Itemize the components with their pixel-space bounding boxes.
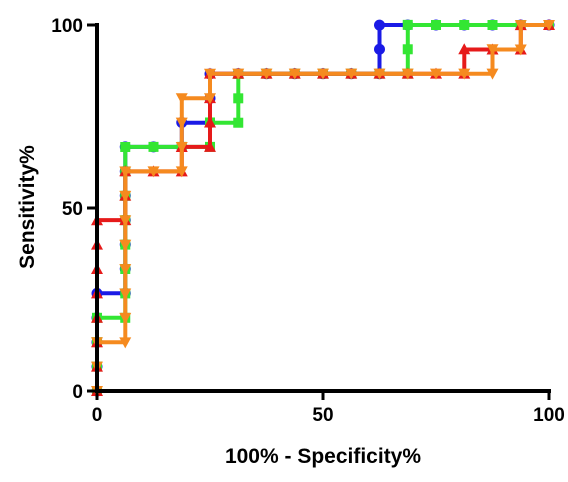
series-4-point (232, 68, 245, 80)
series-3-point (204, 140, 216, 152)
series-4 (91, 20, 555, 397)
series-4-point (119, 288, 132, 300)
x-tick-label: 50 (312, 405, 333, 426)
series-4-point (260, 68, 273, 80)
series-2-point (120, 142, 131, 152)
series-2-point (233, 117, 244, 128)
series-4-point (345, 68, 358, 80)
series-layer (91, 19, 555, 397)
series-4-point (204, 93, 216, 105)
series-4-point (119, 312, 132, 324)
series-1-line (95, 23, 549, 391)
series-3-point (458, 43, 471, 55)
x-axis-label: 100% - Specificity% (225, 445, 421, 468)
series-3-line (95, 23, 549, 391)
series-4-point (430, 68, 442, 80)
x-tick-label: 100 (533, 405, 565, 426)
series-1-point (374, 43, 385, 55)
series-4-point (175, 166, 188, 178)
y-tick-label: 50 (62, 199, 83, 220)
series-4-point (119, 215, 132, 227)
y-tick-label: 100 (51, 16, 83, 37)
series-4-point (543, 20, 555, 31)
series-2-point (459, 20, 470, 30)
series-4-point (147, 166, 160, 178)
series-2-point (402, 19, 413, 30)
x-tick-label: 0 (92, 405, 103, 426)
series-2-point (233, 93, 244, 104)
series-4-point (119, 166, 132, 178)
series-2-point (402, 44, 413, 55)
series-4-point (175, 93, 188, 105)
series-4-point (204, 68, 216, 80)
series-2-point (148, 141, 159, 152)
series-4-point (119, 264, 132, 276)
series-4-point (458, 68, 471, 80)
y-tick-label: 0 (72, 382, 83, 403)
series-2-point (431, 20, 441, 30)
series-4-point (288, 68, 301, 80)
series-4-point (486, 44, 499, 56)
series-3-point (204, 116, 216, 128)
y-axis-label: Sensitivity% (16, 145, 39, 269)
series-4-line (95, 23, 549, 391)
series-4-point (514, 20, 527, 32)
series-4-point (373, 68, 386, 80)
series-4-point (514, 44, 527, 56)
series-4-point (175, 117, 188, 129)
series-4-point (486, 68, 499, 80)
series-2-line (95, 23, 549, 391)
series-4-point (175, 142, 188, 153)
series-4-point (119, 337, 132, 349)
series-4-point (119, 239, 132, 251)
series-2-point (487, 20, 498, 30)
series-4-point (317, 68, 329, 80)
series-4-point (401, 68, 414, 80)
series-1-point (374, 19, 385, 31)
ticks-layer: 0 50 100 0 50 100 (51, 16, 565, 426)
series-4-point (119, 190, 132, 202)
